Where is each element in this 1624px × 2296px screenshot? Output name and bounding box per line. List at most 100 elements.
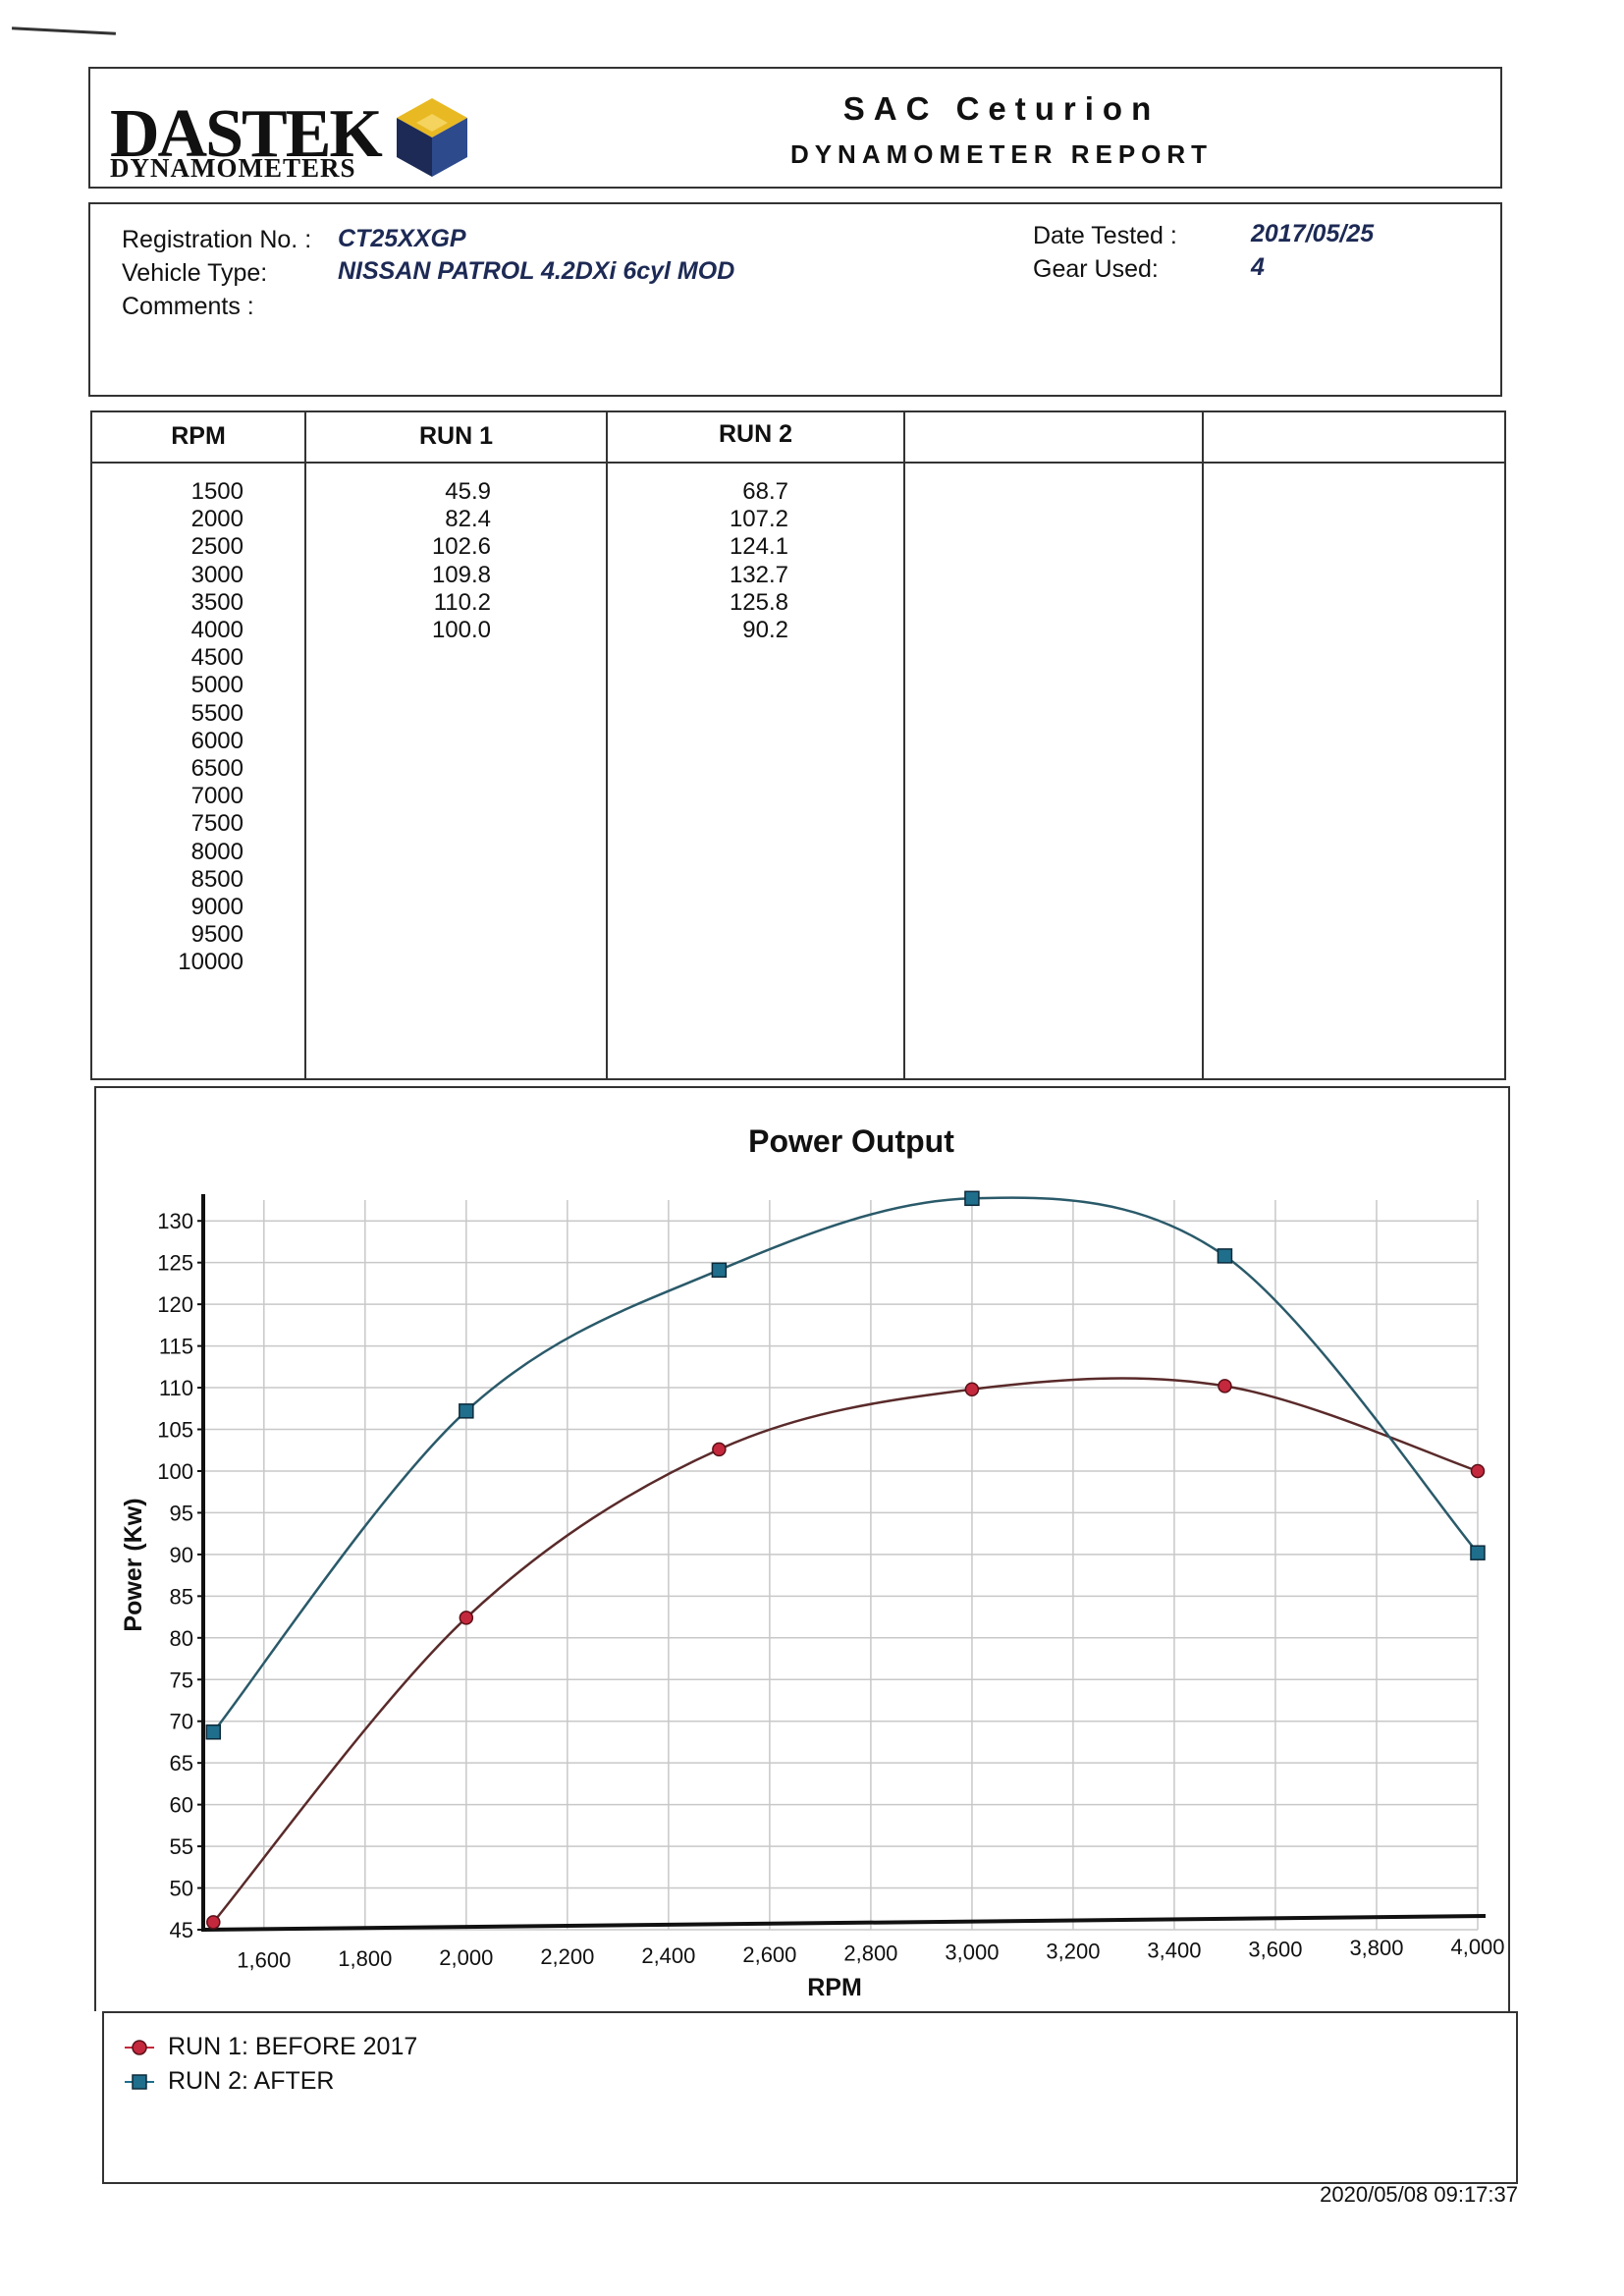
run2-data-point [711,1262,728,1279]
run1-data-point [712,1442,727,1457]
x-tick-label: 2,400 [641,1943,695,1968]
date-value: 2017/05/25 [1251,220,1375,247]
x-tick-label: 2,200 [540,1944,594,1969]
x-tick-label: 4,000 [1450,1935,1504,1959]
run2-data-point [1470,1545,1486,1560]
y-tick-label: 100 [157,1459,193,1484]
table-cell-run2: 90.2 [742,617,788,643]
gear-label: Gear Used: [1033,255,1159,283]
y-tick-label: 45 [170,1918,193,1942]
table-cell-rpm: 8000 [190,838,244,865]
run2-data-point [1217,1248,1233,1264]
table-cell-run1: 45.9 [445,478,491,505]
table-cell-rpm: 4500 [190,644,244,672]
y-tick-label: 105 [157,1418,193,1443]
vehicle-value: NISSAN PATROL 4.2DXi 6cyl MOD [338,257,735,285]
x-tick-label: 3,000 [945,1941,999,1965]
series-line-2 [212,1196,1479,1733]
table-cell-run2: 124.1 [729,533,788,561]
chart-box [94,1086,1510,2011]
table-header-divider [90,462,1506,464]
logo-sub: DYNAMOMETERS [110,153,356,183]
y-tick-label: 130 [157,1209,193,1233]
y-tick-label: 80 [170,1626,193,1651]
table-col-divider [304,410,306,1078]
y-tick-label: 65 [170,1751,193,1776]
x-tick-label: 3,200 [1046,1940,1100,1964]
x-tick-label: 2,000 [439,1945,493,1970]
legend-run2-label: RUN 2: AFTER [168,2067,335,2095]
run1-data-point [964,1382,980,1397]
table-cell-rpm: 6000 [190,727,244,754]
table-col-divider [1202,410,1204,1078]
run1-data-point [206,1915,221,1930]
legend-box [102,2011,1518,2184]
chart-legend-divider [102,2011,1516,2013]
x-axis-line [202,1914,1487,1932]
table-cell-rpm: 8500 [190,865,244,893]
table-cell-rpm: 2500 [190,533,244,561]
y-tick-label: 55 [170,1834,193,1859]
table-cell-run2: 132.7 [729,561,788,588]
y-tick-label: 50 [170,1877,193,1901]
table-cell-rpm: 2000 [190,506,244,533]
table-cell-run1: 109.8 [431,561,491,588]
info-box [88,202,1502,397]
y-tick-label: 60 [170,1793,193,1818]
y-tick-label: 115 [159,1335,193,1359]
legend-run1-marker-icon [125,2039,154,2055]
report-subtitle: DYNAMOMETER REPORT [789,139,1214,169]
table-cell-run1: 100.0 [431,617,491,643]
table-cell-rpm: 6500 [190,755,244,782]
y-tick-label: 85 [170,1584,193,1609]
table-cell-rpm: 5500 [190,699,244,727]
run1-data-point [1470,1463,1486,1479]
x-tick-label: 2,600 [742,1942,796,1967]
table-cell-rpm: 3000 [190,561,244,588]
report-timestamp: 2020/05/08 09:17:37 [1320,2182,1518,2207]
logo-cube-icon [397,98,467,177]
table-cell-run2: 125.8 [729,588,788,616]
table-col-divider [903,410,905,1078]
registration-label: Registration No. : [122,226,312,253]
table-header-run2: RUN 2 [718,420,792,448]
run2-data-point [459,1403,474,1419]
x-tick-label: 3,600 [1248,1937,1302,1961]
x-tick-label: 1,800 [338,1946,392,1971]
legend-item-run2: RUN 2: AFTER [123,2067,334,2096]
x-tick-label: 2,800 [843,1941,897,1966]
y-tick-label: 70 [170,1710,193,1734]
y-tick-label: 75 [170,1667,193,1692]
y-tick-label: 90 [170,1543,193,1567]
run1-data-point [459,1611,474,1625]
table-cell-rpm: 1500 [190,478,244,505]
legend-run2-marker-icon [125,2073,154,2090]
registration-value: CT25XXGP [338,225,466,252]
table-header-rpm: RPM [171,422,226,450]
y-tick-label: 95 [170,1501,193,1525]
x-tick-label: 1,600 [237,1947,291,1972]
table-cell-run2: 68.7 [742,478,788,505]
table-header-run1: RUN 1 [418,422,493,450]
x-tick-label: 3,800 [1349,1936,1403,1960]
y-axis-label: Power (Kw) [120,1498,147,1631]
x-tick-label: 3,400 [1147,1938,1201,1962]
y-tick-label: 120 [157,1292,193,1317]
table-cell-rpm: 5000 [190,672,244,699]
table-cell-run1: 110.2 [433,588,491,616]
series-line-1 [212,1377,1479,1924]
table-cell-rpm: 7500 [190,810,244,838]
x-axis-label: RPM [807,1974,862,2001]
gear-value: 4 [1251,253,1265,281]
table-cell-rpm: 3500 [190,588,244,616]
legend-item-run1: RUN 1: BEFORE 2017 [123,2033,417,2061]
logo-main: DASTEK [110,96,383,172]
table-cell-run1: 82.4 [445,506,491,533]
table-cell-rpm: 9000 [190,894,244,920]
table-cell-rpm: 4000 [190,617,244,643]
data-table [90,410,1506,1080]
run2-data-point [205,1724,222,1740]
vehicle-label: Vehicle Type: [122,259,268,287]
table-cell-run2: 107.2 [729,506,788,533]
